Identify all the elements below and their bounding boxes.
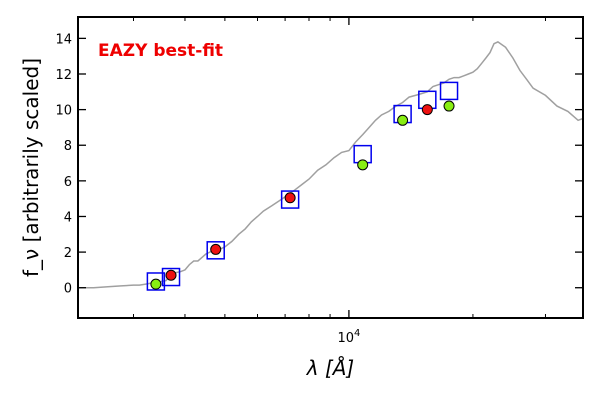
observed-point (284, 192, 296, 204)
observed-point (210, 243, 222, 255)
observed-point (421, 104, 433, 116)
model-box (206, 241, 225, 260)
y-tick-label: 6 (64, 175, 72, 190)
x-axis-label: λ [Å] (306, 356, 354, 380)
observed-point (443, 100, 455, 112)
y-tick-label: 10 (55, 104, 72, 119)
plot-content (78, 41, 584, 291)
observed-point (165, 269, 177, 281)
y-tick-label: 2 (64, 246, 72, 261)
observed-point (357, 159, 369, 171)
y-axis-label: f_ν [arbitrarily scaled] (19, 58, 43, 277)
y-tick-labels: 0 2 4 6 8 10 12 14 (55, 32, 72, 296)
y-tick-label: 8 (64, 139, 72, 154)
observed-point (150, 278, 162, 290)
model-box (146, 272, 166, 291)
annotation-label: EAZY best-fit (98, 41, 223, 61)
model-box (439, 81, 459, 101)
model-box (280, 190, 300, 209)
y-tick-label: 12 (55, 68, 72, 83)
model-photometry-boxes (146, 81, 459, 291)
template-spectrum-line (78, 41, 584, 289)
x-tick-labels: 104 (337, 328, 360, 346)
axis-ticks (78, 17, 583, 318)
observed-photometry-points (150, 100, 455, 290)
model-box (161, 267, 181, 287)
y-tick-label: 4 (64, 210, 72, 225)
observed-point (397, 114, 409, 126)
x-tick-label: 104 (337, 328, 360, 346)
y-tick-label: 14 (55, 32, 72, 47)
y-tick-label: 0 (64, 282, 72, 297)
